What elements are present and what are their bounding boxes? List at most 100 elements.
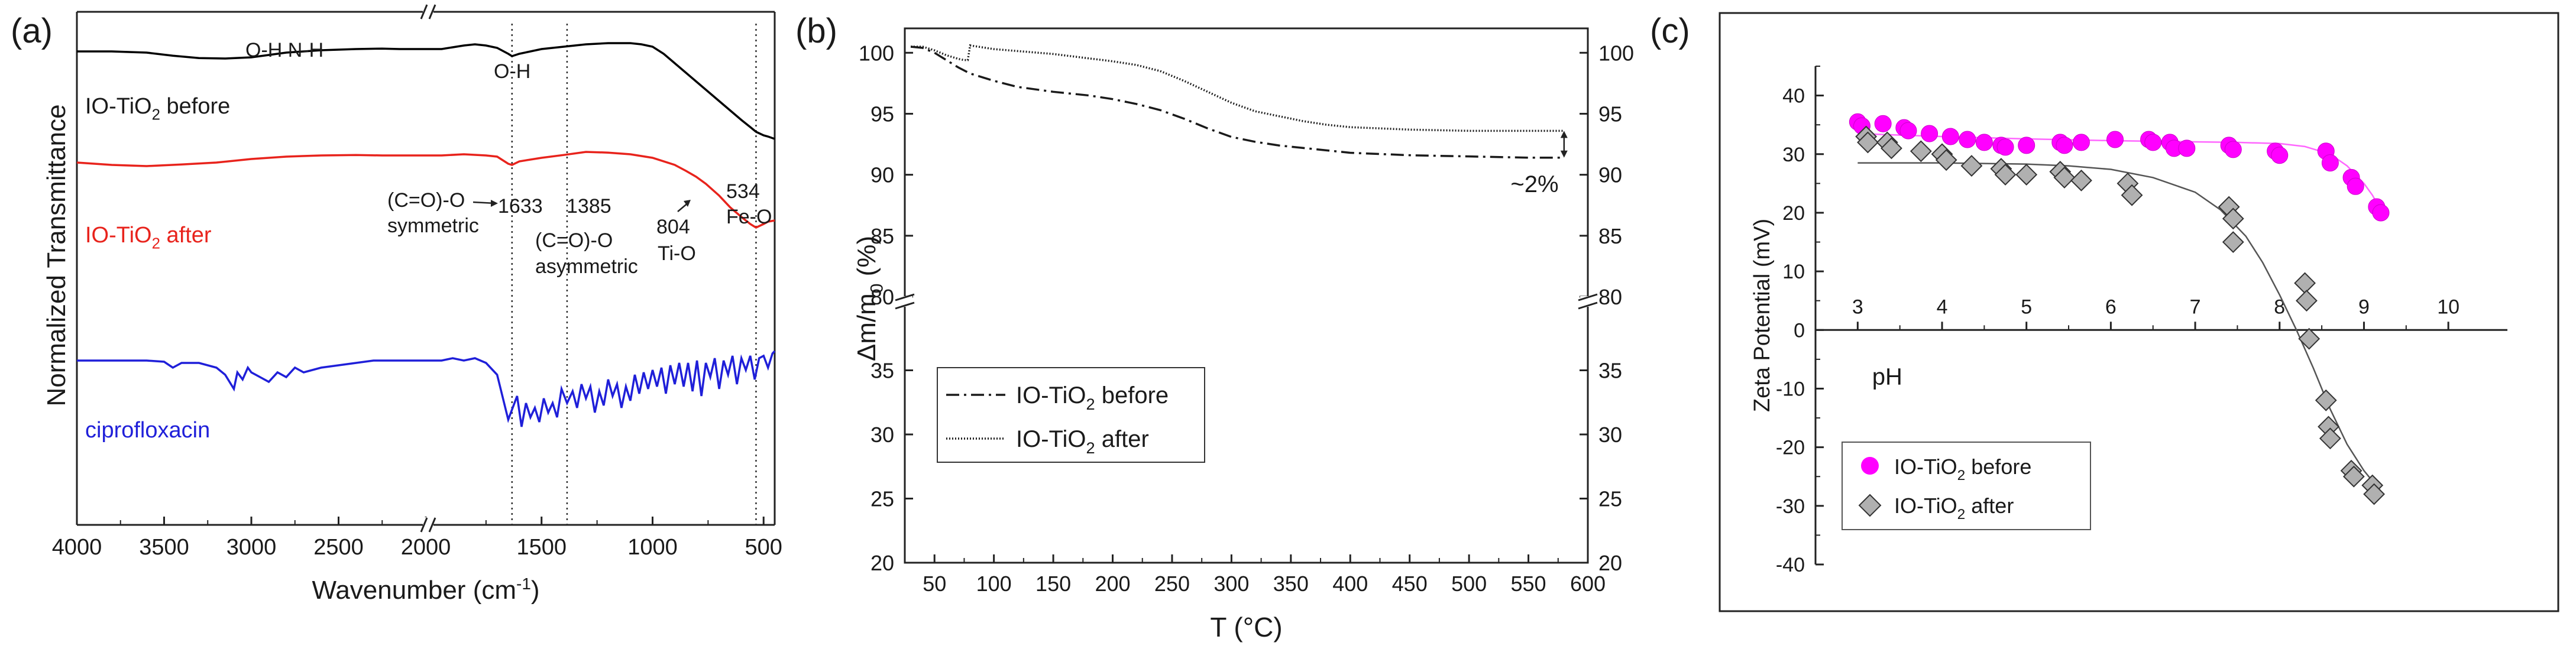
point-after — [2070, 169, 2092, 192]
y-tick-label-left: 30 — [870, 423, 894, 447]
x-tick-label: 3 — [1852, 296, 1863, 318]
x-tick-label: 4 — [1937, 296, 1948, 318]
axis-break-top-b — [428, 4, 436, 20]
y-tick-label-right: 90 — [1598, 163, 1622, 187]
point-after — [1935, 149, 1957, 171]
axis-break-left-a — [895, 293, 915, 301]
y-tick-label-right: 80 — [1598, 285, 1622, 309]
x-tick-label: 300 — [1213, 572, 1249, 596]
point-after — [1857, 131, 1879, 154]
panel-b: (b)50 100 150 200 250 300 350 400 450 500 550 60020… — [795, 12, 1634, 642]
y-tick-label-left: 35 — [870, 359, 894, 383]
x-tick-label: 50 — [923, 572, 946, 596]
point-before — [2372, 204, 2390, 222]
point-before — [1921, 125, 1939, 142]
x-axis-label: T (°C) — [1210, 612, 1282, 642]
annotation-symmetric: symmetric — [387, 215, 479, 237]
annotation-804: 804 — [656, 216, 690, 238]
x-tick-label: 500 — [745, 535, 782, 560]
spectrum-line — [77, 47, 426, 60]
x-tick-label: 10 — [2437, 296, 2460, 318]
y-tick-label: 0 — [1794, 319, 1805, 342]
legend: IO-TiO2 before IO-TiO2 after — [1842, 442, 2091, 530]
axis-break-bottom-a — [420, 517, 428, 533]
y-tick-label: 10 — [1782, 261, 1805, 283]
y-tick-label-right: 35 — [1598, 359, 1622, 383]
x-tick-label: 6 — [2105, 296, 2117, 318]
series-ciprofloxacin — [77, 350, 776, 427]
x-tick-label: 1500 — [516, 535, 567, 560]
annotation-oh-nh: O-H N-H — [245, 39, 323, 61]
x-tick-label: 400 — [1332, 572, 1368, 596]
point-before — [1899, 122, 1917, 139]
y-tick-label: 30 — [1782, 144, 1805, 166]
x-tick-label: 4000 — [52, 535, 102, 560]
panel-a: (a) 4000 3500 3000 2500 2000 1500 1000 500 Wavenu… — [11, 4, 782, 605]
x-tick-label: 200 — [1095, 572, 1130, 596]
y-tick-label-left: 85 — [870, 224, 894, 248]
point-after — [1881, 137, 1902, 160]
y-tick-label-right: 85 — [1598, 224, 1622, 248]
y-tick-label-left: 25 — [870, 487, 894, 511]
x-tick-label: 550 — [1511, 572, 1546, 596]
arrow-head-804 — [684, 200, 691, 207]
y-axis-label: Normalized Transmittance — [42, 104, 71, 406]
y-tick-label: 40 — [1782, 85, 1805, 108]
series-label: IO-TiO2 after — [85, 223, 212, 252]
y-tick-label-right: 25 — [1598, 487, 1622, 511]
point-after — [1994, 164, 2017, 186]
point-after — [2222, 207, 2244, 230]
panel-border — [1719, 12, 2559, 612]
x-tick-label: 150 — [1035, 572, 1071, 596]
x-tick-label: 7 — [2190, 296, 2201, 318]
y-tick-label: -30 — [1776, 495, 1805, 518]
annotation-co-asym: (C=O)-O — [535, 229, 613, 252]
annotation-ti-o: Ti-O — [658, 242, 696, 265]
point-before — [1975, 134, 1993, 151]
axis-break-top-a — [420, 4, 428, 20]
x-tick-label: 250 — [1154, 572, 1190, 596]
x-tick-label: 3500 — [139, 535, 189, 560]
y-tick-label: -10 — [1776, 378, 1805, 400]
point-before — [1996, 138, 2014, 156]
series-io-tio2-before — [77, 42, 775, 140]
point-after — [2015, 164, 2038, 186]
axis-break-bottom-b — [428, 517, 436, 533]
legend-label: IO-TiO2 after — [1016, 426, 1149, 457]
panel-label-b: (b) — [795, 12, 837, 50]
legend-label: IO-TiO2 before — [1016, 382, 1169, 413]
point-after — [2296, 290, 2318, 312]
annotation-fe-o: Fe-O — [726, 206, 772, 228]
axis-break-right-a — [1578, 293, 1598, 301]
legend: IO-TiO2 before IO-TiO2 after — [937, 367, 1205, 463]
legend-marker-after — [1858, 494, 1882, 517]
legend-label: IO-TiO2 before — [1894, 455, 2031, 483]
x-tick-label: 600 — [1570, 572, 1606, 596]
axis-break-left-b — [895, 301, 915, 310]
x-tick-label: 8 — [2274, 296, 2285, 318]
point-after — [2294, 272, 2316, 294]
point-before — [2347, 177, 2364, 195]
point-after — [1960, 155, 1983, 177]
panel-label-a: (a) — [11, 12, 53, 50]
y-tick-label: -20 — [1776, 437, 1805, 459]
legend-box — [1842, 442, 2091, 530]
point-after — [2363, 483, 2385, 505]
point-before — [2056, 137, 2073, 154]
x-tick-label: 450 — [1392, 572, 1428, 596]
point-after — [2222, 231, 2244, 253]
annotation-asymmetric: asymmetric — [535, 255, 638, 278]
point-before — [2321, 154, 2339, 172]
annotation-oh: O-H — [494, 60, 530, 83]
annotation-534: 534 — [726, 180, 760, 203]
panel-label-c: (c) — [1650, 12, 1690, 50]
point-after — [2298, 327, 2321, 350]
spectrum-line — [77, 359, 426, 392]
y-tick-label-right: 20 — [1598, 551, 1622, 575]
point-before — [2178, 139, 2196, 157]
x-tick-label: 100 — [976, 572, 1012, 596]
point-after — [2315, 389, 2337, 411]
series-io-tio2-after — [76, 151, 775, 229]
annotation-1633: 1633 — [498, 195, 543, 218]
